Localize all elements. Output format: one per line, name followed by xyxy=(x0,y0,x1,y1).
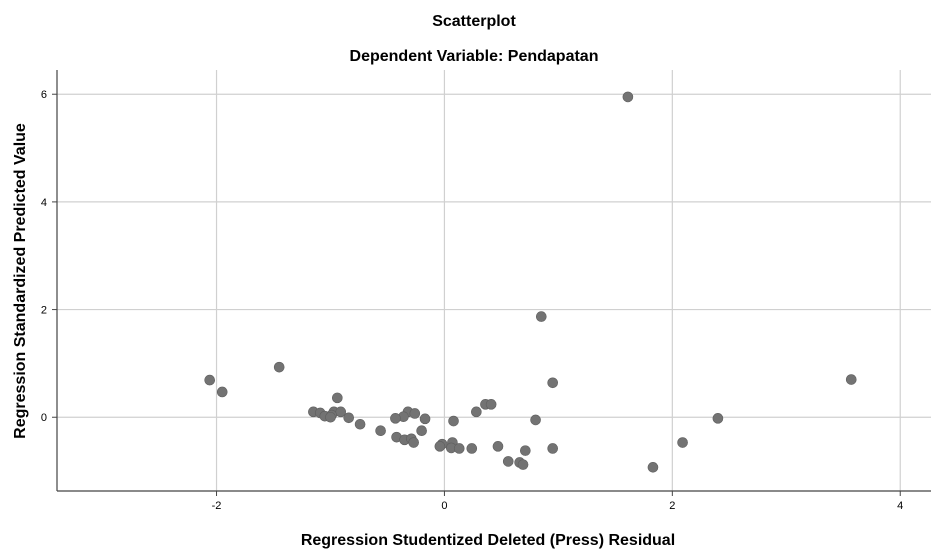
y-tick-label: 4 xyxy=(41,197,47,209)
data-points xyxy=(204,91,857,473)
y-axis-label: Regression Standardized Predicted Value xyxy=(12,123,29,439)
scatter-point xyxy=(434,441,446,452)
y-tick-label: 6 xyxy=(41,89,47,101)
scatter-point xyxy=(416,425,427,437)
y-tick-label: 2 xyxy=(41,305,47,317)
x-tick-label: 4 xyxy=(897,500,903,512)
scatter-point xyxy=(530,414,541,426)
scatter-point xyxy=(677,437,688,448)
scatter-point xyxy=(535,311,547,322)
scatter-point xyxy=(517,459,529,470)
scatter-point xyxy=(375,425,386,437)
scatter-point xyxy=(409,408,421,419)
tick-labels: -2 0 2 4 0 2 4 6 xyxy=(41,89,903,512)
scatter-point xyxy=(453,443,465,454)
scatter-point xyxy=(325,411,336,423)
scatter-point xyxy=(273,361,285,373)
x-tick-label: 2 xyxy=(669,500,675,512)
scatter-point xyxy=(492,441,504,452)
x-tick-label: -2 xyxy=(212,500,222,512)
scatter-point xyxy=(354,418,366,430)
chart-subtitle: Dependent Variable: Pendapatan xyxy=(350,48,599,65)
scatter-point xyxy=(204,374,215,386)
scatter-point xyxy=(408,437,419,448)
scatter-point xyxy=(547,377,558,389)
scatter-point xyxy=(647,462,659,473)
scatter-point xyxy=(845,374,857,385)
scatter-point xyxy=(712,413,724,424)
scatter-point xyxy=(216,386,228,398)
scatter-point xyxy=(520,445,531,456)
axes xyxy=(52,70,931,496)
chart-title: Scatterplot xyxy=(432,13,516,30)
scatter-point xyxy=(390,413,401,424)
y-tick-label: 0 xyxy=(41,412,47,424)
scatter-point xyxy=(471,406,482,418)
scatter-point xyxy=(448,415,459,427)
scatter-point xyxy=(485,399,497,410)
scatter-point xyxy=(343,412,355,424)
scatter-point xyxy=(466,443,478,454)
x-axis-label: Regression Studentized Deleted (Press) R… xyxy=(301,532,675,549)
scatter-point xyxy=(332,392,343,404)
scatter-point xyxy=(419,413,431,425)
scatter-point xyxy=(502,456,514,467)
scatter-point xyxy=(547,443,558,454)
grid-lines xyxy=(57,70,931,491)
scatter-point xyxy=(622,91,634,103)
x-tick-label: 0 xyxy=(441,500,447,512)
